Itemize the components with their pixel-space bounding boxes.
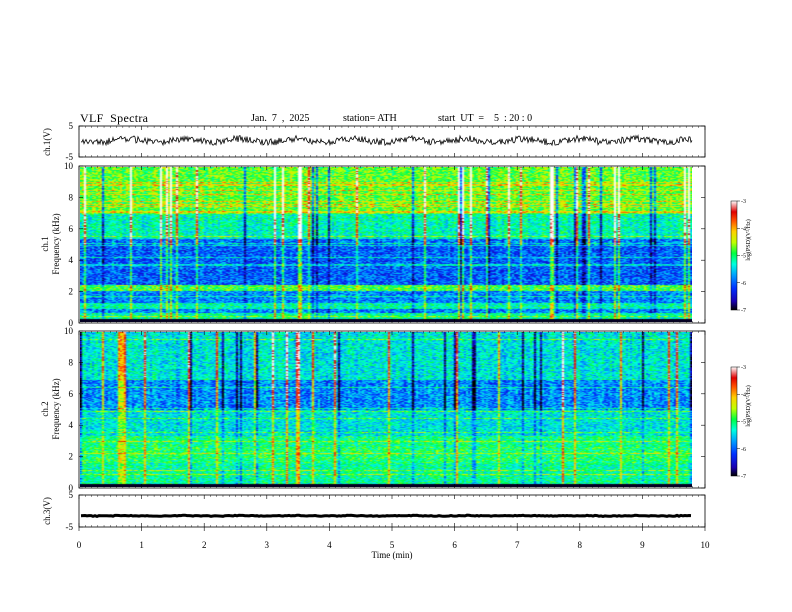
colorbar-tick-label: -4 bbox=[741, 226, 746, 232]
x-tick-label: 0 bbox=[77, 540, 82, 550]
colorbar-tick-label: -6 bbox=[741, 447, 746, 453]
y-tick-label: 4 bbox=[69, 420, 74, 430]
y-tick-label: -5 bbox=[66, 152, 74, 162]
y-tick-label: 2 bbox=[69, 452, 74, 462]
ch1-waveform-line bbox=[80, 134, 693, 147]
colorbar-tick-label: -3 bbox=[741, 199, 746, 205]
ch3-waveform-ylabel: ch.3(V) bbox=[42, 497, 52, 525]
colorbar-tick-label: -5 bbox=[741, 254, 746, 260]
y-tick-label: 0 bbox=[69, 483, 74, 493]
x-tick-label: 6 bbox=[452, 540, 457, 550]
ch1-colorbar-label: log(PSD)(V²/Hz) bbox=[745, 219, 752, 260]
x-tick-label: 5 bbox=[390, 540, 395, 550]
ch2-colorbar bbox=[730, 366, 738, 477]
x-tick-label: 7 bbox=[515, 540, 520, 550]
y-tick-label: 4 bbox=[69, 255, 74, 265]
y-tick-label: 5 bbox=[69, 121, 74, 131]
x-tick-label: 1 bbox=[139, 540, 144, 550]
ch2-spectrogram-image bbox=[80, 332, 692, 487]
ch2-colorbar-label: log(PSD)(V²/Hz) bbox=[745, 385, 752, 426]
ch1-waveform-ylabel: ch.1(V) bbox=[42, 128, 52, 156]
y-tick-label: 0 bbox=[69, 318, 74, 328]
y-tick-label: 2 bbox=[69, 287, 74, 297]
ch1-colorbar bbox=[730, 200, 738, 311]
x-tick-label: 10 bbox=[701, 540, 711, 550]
colorbar-tick-label: -7 bbox=[741, 308, 746, 314]
y-tick-label: 6 bbox=[69, 389, 74, 399]
y-tick-label: -5 bbox=[66, 522, 74, 532]
y-tick-label: 5 bbox=[69, 490, 74, 500]
colorbar-tick-label: -5 bbox=[741, 420, 746, 426]
y-tick-label: 10 bbox=[64, 161, 74, 171]
y-tick-label: 10 bbox=[64, 326, 74, 336]
colorbar-tick-label: -7 bbox=[741, 474, 746, 480]
y-tick-label: 8 bbox=[69, 357, 74, 367]
y-tick-label: 8 bbox=[69, 192, 74, 202]
start-time-label: start UT = 5 : 20 : 0 bbox=[438, 113, 533, 124]
ch1-spectrogram-image bbox=[80, 167, 692, 322]
station-label: station= ATH bbox=[343, 113, 397, 124]
date-label: Jan. 7 , 2025 bbox=[251, 113, 310, 124]
axis-ticks-group: 0 1 2 3 4 5 6 7 8 9 105-55-502468100246810-3-4-5-6… bbox=[64, 121, 746, 550]
ch2-spectrogram-ylabel-line1: ch.2 bbox=[40, 401, 50, 416]
x-tick-label: 2 bbox=[202, 540, 207, 550]
x-tick-label: 3 bbox=[265, 540, 270, 550]
ch3-waveform-line bbox=[80, 513, 692, 519]
x-tick-label: 8 bbox=[578, 540, 583, 550]
y-tick-label: 6 bbox=[69, 224, 74, 234]
ch3-waveform-frame bbox=[78, 494, 706, 528]
colorbar-tick-label: -6 bbox=[741, 281, 746, 287]
colorbar-tick-label: -4 bbox=[741, 392, 746, 398]
chart-title: VLF Spectra bbox=[80, 111, 149, 125]
x-tick-label: 4 bbox=[327, 540, 332, 550]
ch1-spectrogram-ylabel-line1: ch.1 bbox=[40, 236, 50, 251]
x-tick-label: 9 bbox=[640, 540, 645, 550]
x-axis-label: Time (min) bbox=[372, 550, 413, 560]
ch2-spectrogram-ylabel-line2: Frequency (kHz) bbox=[51, 378, 61, 439]
colorbar-tick-label: -3 bbox=[741, 365, 746, 371]
ch1-spectrogram-ylabel-line2: Frequency (kHz) bbox=[51, 213, 61, 274]
